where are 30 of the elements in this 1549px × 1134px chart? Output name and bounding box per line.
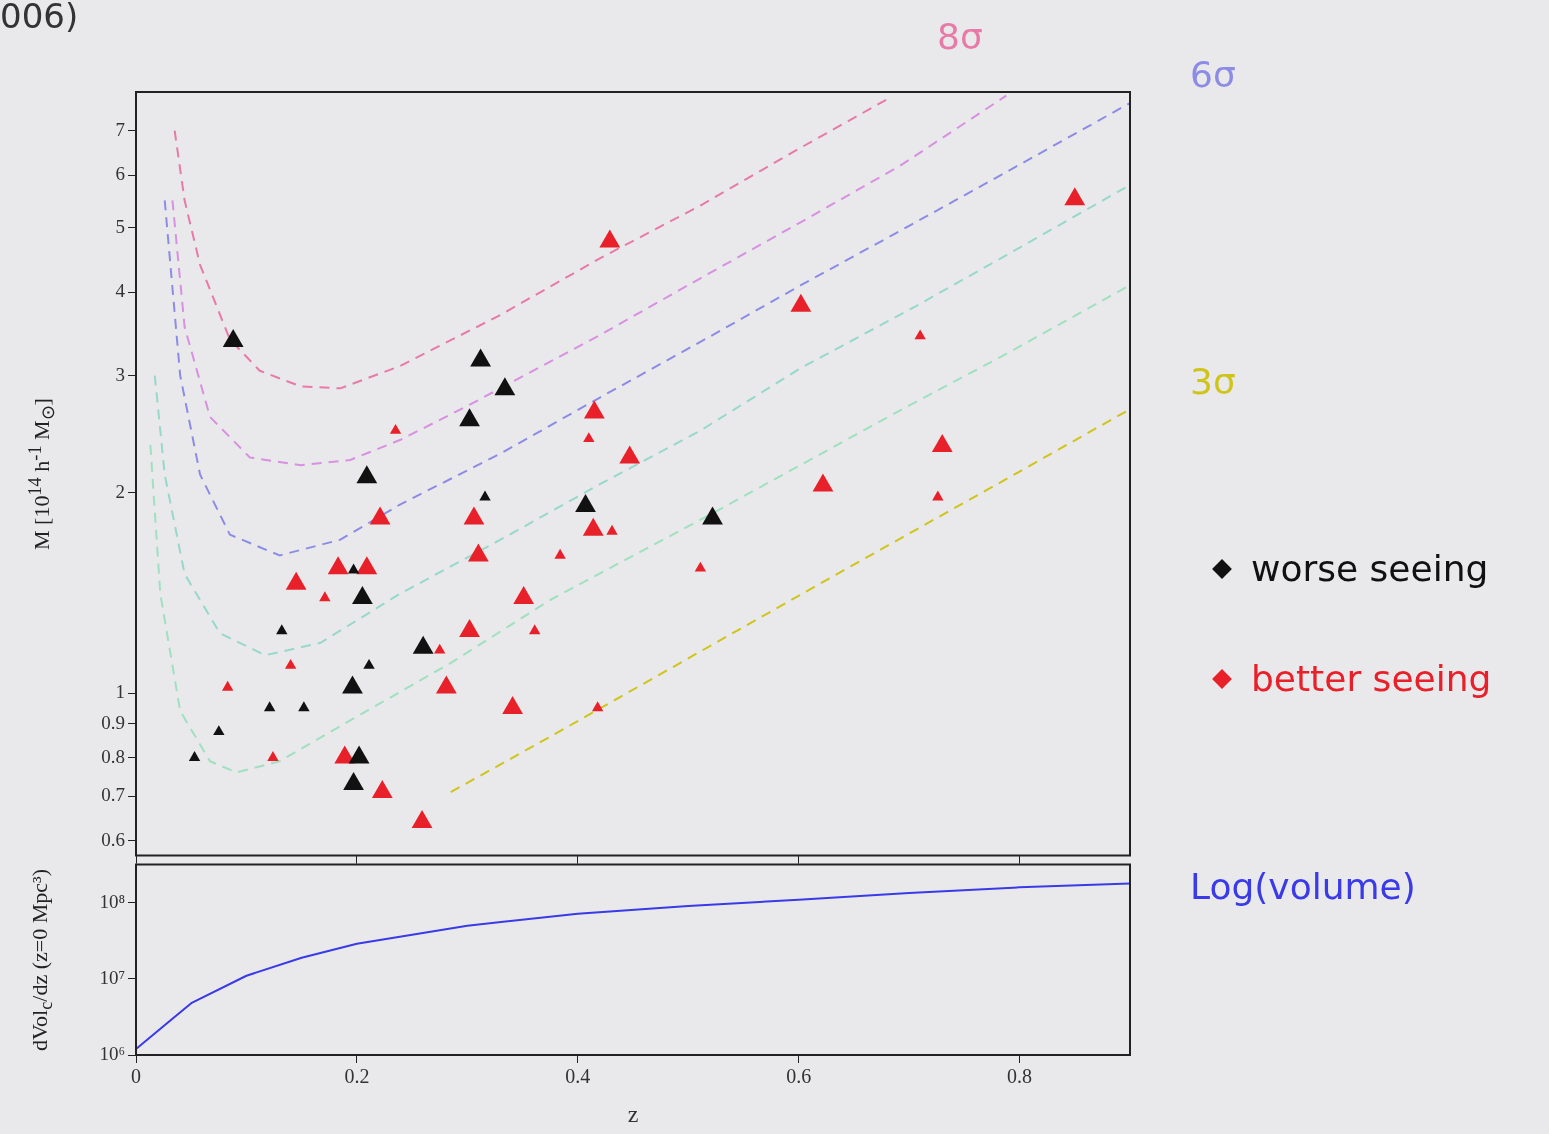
series-label: Log(volume) bbox=[1190, 866, 1416, 908]
legend-label: worse seeing bbox=[1251, 548, 1489, 589]
y-tick-label: 0.6 bbox=[101, 828, 125, 850]
y-tick-label: 6 bbox=[115, 163, 125, 185]
series-label: 6σ bbox=[1190, 54, 1236, 96]
x-tick-label: 0.8 bbox=[1007, 1065, 1033, 1088]
series-label: 3σ bbox=[1190, 360, 1236, 402]
x-axis-title: z bbox=[627, 1100, 639, 1127]
y-tick-label: 5 bbox=[115, 215, 125, 237]
y-tick-label: 10⁸ bbox=[99, 890, 125, 912]
text: 006) bbox=[0, 0, 79, 36]
x-tick-label: 0.4 bbox=[565, 1065, 591, 1088]
y-tick-label: 0.9 bbox=[101, 711, 125, 733]
line-series bbox=[163, 102, 1130, 557]
x-tick-label: 0 bbox=[131, 1065, 141, 1088]
y-tick-label: 4 bbox=[115, 280, 126, 302]
legend-label: better seeing bbox=[1251, 658, 1492, 699]
line-series bbox=[171, 94, 1008, 467]
y-tick-label: 0.8 bbox=[101, 745, 125, 767]
y-tick-label: 1 bbox=[115, 681, 125, 703]
y-tick-label: 10⁷ bbox=[99, 966, 125, 988]
y-tick-label: 0.7 bbox=[101, 784, 125, 806]
x-tick-label: 0.2 bbox=[344, 1065, 370, 1088]
x-tick-label: 0.6 bbox=[786, 1065, 812, 1088]
y-tick-label: 7 bbox=[115, 118, 125, 140]
y-tick-label: 3 bbox=[115, 363, 125, 385]
y-tick-label: 10⁶ bbox=[99, 1042, 125, 1064]
line-series bbox=[173, 98, 889, 390]
series-label: 8σ bbox=[937, 16, 983, 58]
y-tick-label: 2 bbox=[115, 480, 125, 502]
